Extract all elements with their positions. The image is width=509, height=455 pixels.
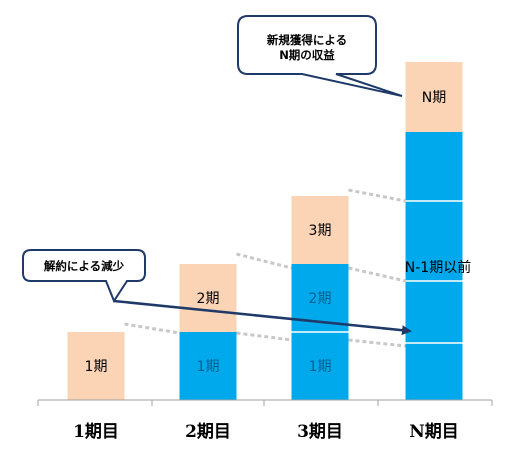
segment-label: N期 bbox=[422, 90, 446, 106]
x-axis: 1期目 2期目 3期目 N期目 bbox=[37, 399, 493, 442]
bar-segment-3-3 bbox=[405, 132, 463, 201]
callout-churn bbox=[22, 249, 146, 304]
connector-lines bbox=[124, 188, 406, 348]
segment-label: 2期 bbox=[197, 291, 220, 307]
segment-label: 1期 bbox=[309, 359, 332, 375]
x-tick-label: 1期目 bbox=[73, 422, 119, 442]
bar-segment-1-1 bbox=[179, 264, 237, 332]
x-tick-label: 2期目 bbox=[185, 422, 231, 442]
connector-line bbox=[236, 252, 292, 270]
connector-line bbox=[348, 338, 406, 348]
segment-label: 3期 bbox=[309, 223, 332, 239]
callout-churn-text: 解約による減少 bbox=[44, 259, 125, 273]
bar-segment-0-0 bbox=[67, 332, 125, 400]
connector-line bbox=[236, 331, 292, 342]
bar-segment-3-1 bbox=[405, 281, 463, 343]
callout-new-revenue-text: N期の収益 bbox=[279, 48, 335, 62]
bar-segment-2-0 bbox=[291, 332, 349, 400]
callout-new-revenue-text: 新規獲得による bbox=[267, 33, 347, 47]
bar-segment-3-4 bbox=[405, 62, 463, 132]
bar-segment-2-2 bbox=[291, 196, 349, 264]
connector-line bbox=[348, 266, 406, 283]
connector-line bbox=[348, 188, 406, 203]
callout-new-revenue bbox=[237, 15, 403, 97]
segment-label: 1期 bbox=[197, 359, 220, 375]
x-tick-label: N期目 bbox=[409, 422, 459, 442]
decline-arrow bbox=[113, 299, 412, 336]
segment-label: 2期 bbox=[309, 291, 332, 307]
segment-label: N-1期以前 bbox=[405, 259, 471, 276]
bars: 1期 1期 2期 1期 2期 3期 N-1期以前 N期 bbox=[67, 62, 471, 400]
bar-segment-3-0 bbox=[405, 343, 463, 400]
x-tick-label: 3期目 bbox=[297, 422, 343, 442]
bar-segment-1-0 bbox=[179, 332, 237, 400]
segment-label: 1期 bbox=[85, 359, 108, 375]
bar-segment-3-2 bbox=[405, 201, 463, 281]
connector-line bbox=[124, 322, 180, 335]
